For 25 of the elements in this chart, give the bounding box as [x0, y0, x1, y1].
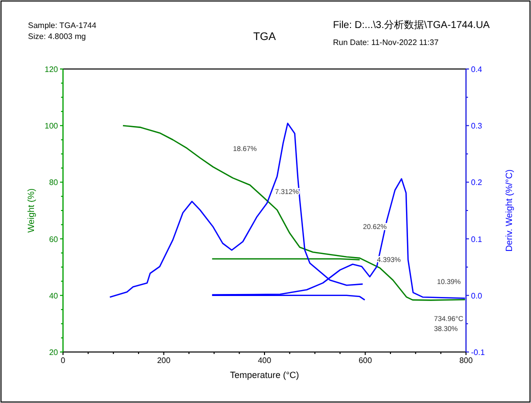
- text: File: D:...\3.分析数据\TGA-1744.UA: [333, 19, 490, 31]
- y-tick-label: 40: [49, 291, 59, 300]
- y2-tick-label: 0.0: [471, 291, 483, 300]
- x-tick-label: 400: [258, 356, 272, 365]
- y2-tick-label: 0.4: [471, 65, 483, 74]
- y-axis-title: Weight (%): [26, 188, 36, 233]
- text: Run Date: 11-Nov-2022 11:37: [333, 38, 440, 47]
- y2-tick-label: 0.1: [471, 234, 483, 244]
- chart-title: TGA: [253, 31, 276, 43]
- y-tick-label: 120: [44, 65, 59, 74]
- y-tick-label: 80: [49, 178, 59, 188]
- x-axis-title: Temperature (°C): [230, 370, 300, 380]
- y2-tick-label: -0.1: [471, 348, 486, 357]
- text: Size: 4.8003 mg: [28, 32, 86, 41]
- y2-axis-title: Deriv. Weight (%/°C): [504, 169, 514, 252]
- y2-tick-label: 0.2: [471, 178, 483, 188]
- x-tick-label: 0: [60, 356, 66, 365]
- x-tick-label: 800: [459, 356, 474, 365]
- x-tick-label: 200: [157, 356, 171, 365]
- y-tick-label: 100: [44, 122, 59, 131]
- y-tick-label: 60: [49, 234, 59, 244]
- y2-tick-label: 0.3: [471, 122, 483, 131]
- x-tick-label: 600: [358, 356, 372, 365]
- text: Sample: TGA-1744: [28, 21, 97, 30]
- y-tick-label: 20: [49, 348, 59, 357]
